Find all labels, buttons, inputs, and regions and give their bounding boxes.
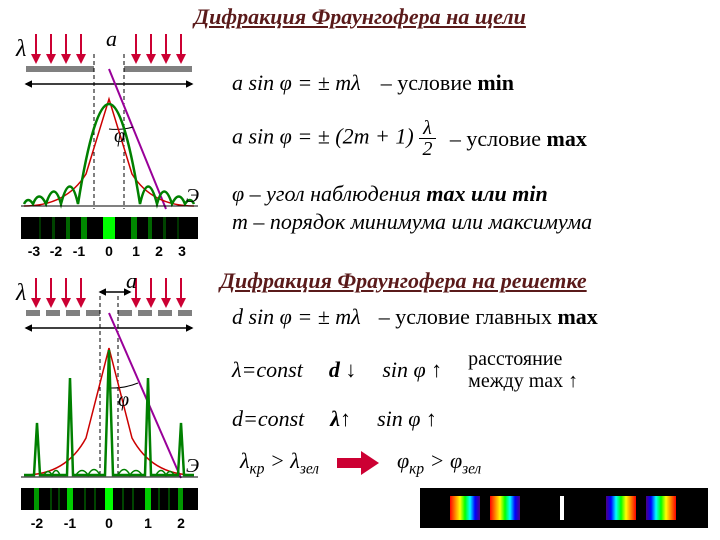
svg-text:-1: -1 — [73, 243, 86, 259]
svg-text:-2: -2 — [31, 515, 44, 531]
svg-text:0: 0 — [105, 515, 113, 531]
grating-E-label: Э — [186, 455, 199, 477]
ineq-lambda: λкр > λзел — [240, 448, 319, 478]
svg-text:-3: -3 — [28, 243, 41, 259]
grating-aperture-label: d — [126, 278, 138, 293]
svg-text:-2: -2 — [50, 243, 63, 259]
slit-diagram: λ a φ Э -3 -2 -1 0 1 2 3 — [6, 34, 216, 264]
rel-row1-a: λ=const — [232, 357, 303, 383]
expl-phi: φ – угол наблюдения max или min — [232, 181, 712, 207]
grating-title: Дифракция Фраунгофера на решетке — [220, 268, 587, 294]
grating-peaks — [24, 350, 194, 475]
slit-E-label: Э — [186, 185, 199, 207]
grating-lambda-label: λ — [15, 280, 26, 306]
spectrum-strip — [420, 488, 708, 528]
grating-cond-max: – условие главных max — [379, 304, 598, 330]
eq-max: a sin φ = ± (2m + 1) λ2 — [232, 118, 436, 159]
expl-m: m – порядок минимума или максимума — [232, 209, 712, 235]
svg-text:1: 1 — [144, 515, 152, 531]
rel-row2-b: λ↑ — [330, 406, 351, 432]
slit-lambda-label: λ — [15, 36, 26, 62]
slit-envelope — [24, 99, 194, 206]
cond-min: – условие min — [381, 70, 514, 96]
svg-text:0: 0 — [105, 243, 113, 259]
slit-sinc-curve — [24, 104, 194, 204]
rel-row1-c: sin φ ↑ — [382, 357, 442, 383]
eq-min: a sin φ = ± mλ — [232, 70, 361, 96]
rel-row1-b: d ↓ — [329, 357, 357, 383]
slit-phi-label: φ — [114, 125, 125, 147]
slit-aperture-label: a — [106, 34, 117, 51]
page-title: Дифракция Фраунгофера на щели — [0, 0, 720, 30]
rel-row2-c: sin φ ↑ — [377, 406, 437, 432]
svg-text:2: 2 — [177, 515, 185, 531]
svg-text:2: 2 — [155, 243, 163, 259]
cond-max: – условие max — [450, 126, 587, 152]
grating-eq-max: d sin φ = ± mλ — [232, 304, 361, 330]
svg-text:3: 3 — [178, 243, 186, 259]
grating-diagram: λ d φ Э -2 -1 0 1 2 — [6, 278, 216, 536]
rel-row2-a: d=const — [232, 406, 304, 432]
svg-text:1: 1 — [132, 243, 140, 259]
slit-barrier-right — [124, 66, 192, 72]
slit-barrier-left — [26, 66, 94, 72]
implies-arrow-icon — [337, 451, 379, 475]
svg-text:-1: -1 — [64, 515, 77, 531]
ineq-phi: φкр > φзел — [397, 448, 481, 478]
rel-row1-d: расстояниемежду max ↑ — [468, 348, 578, 392]
grating-phi-label: φ — [118, 389, 129, 411]
